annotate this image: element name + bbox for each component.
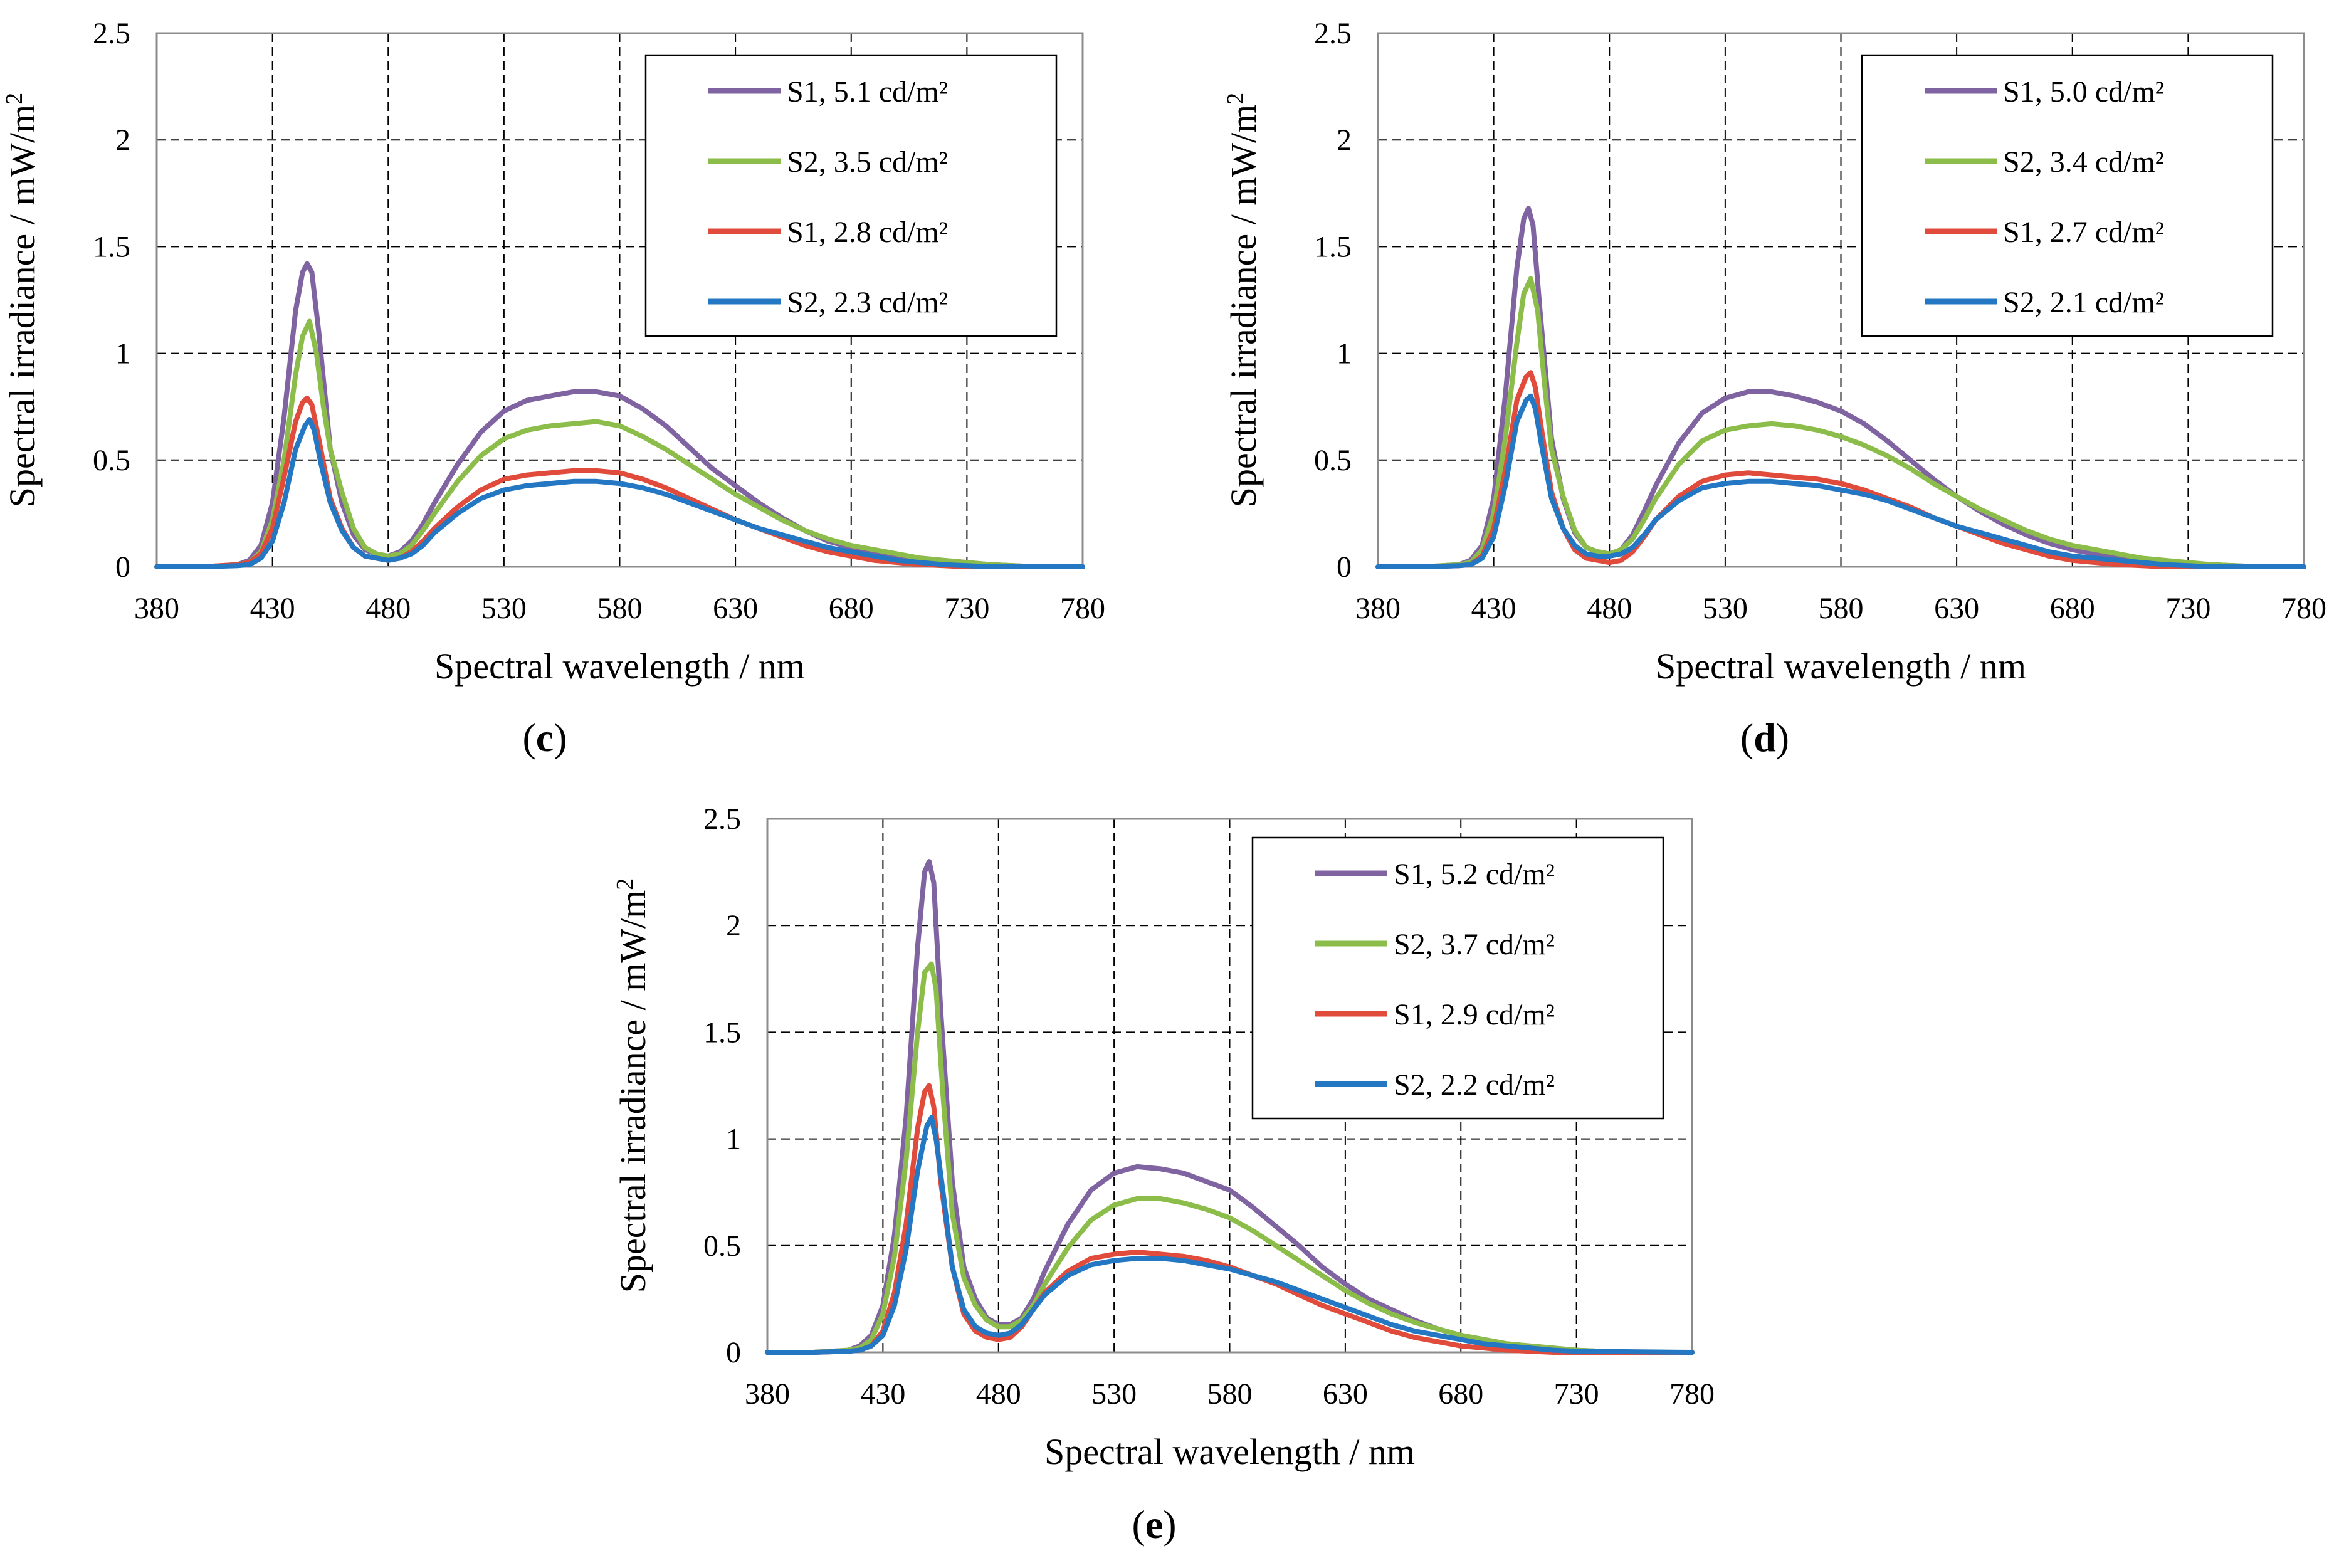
legend-label: S2, 2.1 cd/m² bbox=[2003, 286, 2164, 319]
legend: S1, 5.1 cd/m² S2, 3.5 cd/m² S1, 2.8 cd/m² S… bbox=[644, 54, 1058, 337]
legend-label: S2, 3.4 cd/m² bbox=[2003, 145, 2164, 179]
y-tick-label: 2 bbox=[1337, 124, 1352, 157]
y-tick-label: 1.5 bbox=[1314, 230, 1352, 263]
legend: S1, 5.0 cd/m² S2, 3.4 cd/m² S1, 2.7 cd/m² S… bbox=[1861, 54, 2274, 337]
y-tick-label: 2.5 bbox=[1314, 17, 1352, 50]
series-line-4 bbox=[765, 1115, 1695, 1355]
y-tick-label: 0.5 bbox=[703, 1229, 741, 1263]
x-tick-label: 680 bbox=[829, 592, 874, 625]
x-tick-label: 580 bbox=[1819, 592, 1864, 625]
x-tick-label: 380 bbox=[745, 1377, 790, 1411]
panel-label-c: (c) bbox=[522, 715, 567, 760]
legend-label: S1, 2.7 cd/m² bbox=[2003, 216, 2164, 249]
x-axis-title: Spectral wavelength / nm bbox=[434, 646, 805, 687]
legend-label: S2, 2.2 cd/m² bbox=[1394, 1068, 1555, 1102]
y-tick-label: 1 bbox=[1337, 337, 1352, 371]
legend-label: S1, 5.1 cd/m² bbox=[787, 75, 948, 108]
chart-e: 380 430 480 530 580 630 680 730 780 0 0.5 1 1.5 2 2.5 S… bbox=[612, 802, 1715, 1472]
series-line-1 bbox=[1375, 206, 2306, 569]
legend-label: S2, 2.3 cd/m² bbox=[787, 286, 948, 319]
x-tick-label: 780 bbox=[2281, 592, 2326, 625]
y-tick-label: 0.5 bbox=[93, 444, 130, 477]
y-axis-title: Spectral irradiance / mW/m2 bbox=[1222, 93, 1264, 508]
x-tick-label: 480 bbox=[365, 592, 411, 625]
legend-label: S2, 3.7 cd/m² bbox=[1394, 928, 1555, 961]
x-tick-label: 780 bbox=[1060, 592, 1105, 625]
chart-d: 380 430 480 530 580 630 680 730 780 0 0.5 1 1.5 2 2.5 S… bbox=[1222, 17, 2326, 687]
series-line-3 bbox=[765, 1083, 1695, 1355]
x-tick-label: 680 bbox=[2050, 592, 2095, 625]
y-axis-title: Spectral irradiance / mW/m2 bbox=[1, 93, 43, 508]
x-tick-label: 380 bbox=[134, 592, 179, 625]
y-tick-label: 2 bbox=[115, 124, 130, 157]
x-tick-label: 580 bbox=[597, 592, 643, 625]
plot-frame bbox=[1377, 32, 2305, 568]
x-tick-label: 630 bbox=[713, 592, 758, 625]
y-tick-label: 1 bbox=[115, 337, 130, 371]
y-tick-label: 2.5 bbox=[93, 17, 130, 50]
x-tick-label: 530 bbox=[481, 592, 527, 625]
x-tick-label: 680 bbox=[1438, 1377, 1483, 1411]
y-tick-label: 1.5 bbox=[703, 1016, 741, 1049]
x-axis-title: Spectral wavelength / nm bbox=[1044, 1431, 1415, 1472]
series-line-2 bbox=[765, 961, 1695, 1355]
x-tick-label: 530 bbox=[1091, 1377, 1137, 1411]
x-tick-label: 630 bbox=[1323, 1377, 1368, 1411]
x-tick-label: 380 bbox=[1355, 592, 1401, 625]
legend-label: S1, 2.9 cd/m² bbox=[1394, 998, 1555, 1031]
y-tick-label: 2.5 bbox=[703, 802, 741, 836]
series-line-3 bbox=[154, 396, 1085, 569]
y-tick-label: 1.5 bbox=[93, 230, 130, 263]
y-tick-label: 0 bbox=[726, 1336, 741, 1369]
x-tick-label: 430 bbox=[1471, 592, 1516, 625]
x-tick-label: 730 bbox=[2165, 592, 2210, 625]
x-tick-label: 530 bbox=[1703, 592, 1748, 625]
legend-label: S1, 2.8 cd/m² bbox=[787, 216, 948, 249]
x-tick-label: 730 bbox=[944, 592, 989, 625]
y-axis-title: Spectral irradiance / mW/m2 bbox=[612, 878, 653, 1293]
plot-frame bbox=[155, 32, 1084, 568]
series-line-4 bbox=[154, 417, 1085, 569]
x-tick-label: 430 bbox=[250, 592, 295, 625]
series-line-2 bbox=[1375, 276, 2306, 569]
legend-box bbox=[644, 54, 1058, 337]
y-tick-label: 0.5 bbox=[1314, 444, 1352, 477]
x-tick-label: 480 bbox=[1587, 592, 1632, 625]
panel-label-d: (d) bbox=[1740, 715, 1790, 760]
plot-frame bbox=[766, 818, 1693, 1354]
legend-label: S1, 5.2 cd/m² bbox=[1394, 858, 1555, 891]
x-tick-label: 480 bbox=[976, 1377, 1021, 1411]
x-tick-label: 730 bbox=[1554, 1377, 1599, 1411]
series-line-2 bbox=[154, 318, 1085, 569]
series-line-3 bbox=[1375, 370, 2306, 569]
y-tick-label: 1 bbox=[726, 1123, 741, 1156]
x-tick-label: 630 bbox=[1934, 592, 1979, 625]
legend-box bbox=[1861, 54, 2274, 337]
y-tick-label: 2 bbox=[726, 909, 741, 942]
panel-label-e: (e) bbox=[1132, 1502, 1177, 1547]
legend-box bbox=[1251, 836, 1664, 1120]
chart-c: 380 430 480 530 580 630 680 730 780 0 0.5 1 1.5 2 2.5 S… bbox=[1, 17, 1105, 687]
x-tick-label: 430 bbox=[860, 1377, 905, 1411]
legend-label: S1, 5.0 cd/m² bbox=[2003, 75, 2164, 108]
legend-label: S2, 3.5 cd/m² bbox=[787, 145, 948, 179]
x-tick-label: 580 bbox=[1207, 1377, 1253, 1411]
series-line-4 bbox=[1375, 393, 2306, 569]
y-tick-label: 0 bbox=[1337, 550, 1352, 584]
y-tick-label: 0 bbox=[115, 550, 130, 584]
legend: S1, 5.2 cd/m² S2, 3.7 cd/m² S1, 2.9 cd/m² S… bbox=[1251, 836, 1664, 1120]
x-axis-title: Spectral wavelength / nm bbox=[1656, 646, 2026, 687]
x-tick-label: 780 bbox=[1669, 1377, 1715, 1411]
